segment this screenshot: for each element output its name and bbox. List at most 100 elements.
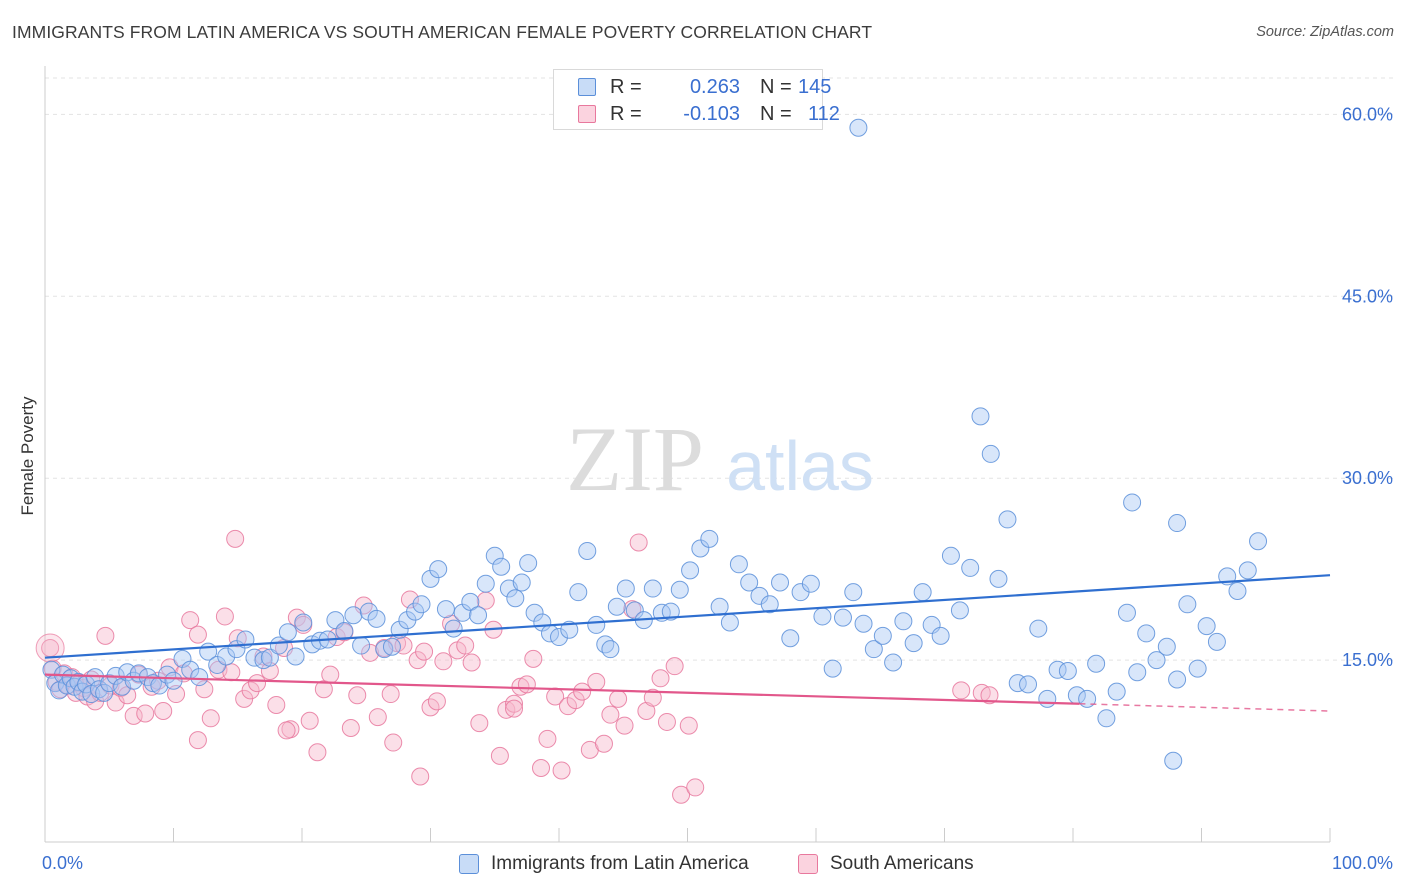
data-point [415, 642, 434, 661]
data-point [406, 602, 425, 621]
data-point [429, 560, 448, 579]
data-point [352, 636, 371, 655]
data-point [367, 609, 386, 628]
data-point [113, 677, 132, 696]
data-point [532, 759, 551, 778]
data-point [260, 662, 279, 681]
data-point [971, 407, 990, 426]
data-point [444, 619, 463, 638]
bottom-legend-blue: Immigrants from Latin America [459, 852, 749, 876]
data-point [1249, 532, 1268, 551]
data-point [412, 595, 431, 614]
data-point [106, 693, 125, 712]
data-point [241, 681, 260, 700]
y-tick-label: 30.0% [1342, 468, 1393, 488]
data-point [260, 648, 279, 667]
trend-lines [44, 574, 1331, 712]
correlation-legend: R = 0.263 N = 145 R = -0.103 N = 112 [553, 69, 840, 130]
data-point [361, 643, 380, 662]
trend-line-extension [1079, 703, 1331, 712]
data-point [485, 546, 504, 565]
y-axis-label: Female Poverty [18, 396, 37, 516]
trend-line [44, 574, 1331, 659]
data-point [217, 647, 236, 666]
data-point [300, 711, 319, 730]
data-point [854, 614, 873, 633]
data-point [43, 659, 62, 678]
data-point [864, 640, 883, 659]
data-point [729, 555, 748, 574]
data-point-large [35, 633, 65, 663]
legend-r-label: R = [610, 102, 642, 125]
data-point [670, 580, 689, 599]
data-point [823, 659, 842, 678]
data-point [913, 583, 932, 602]
data-point [1157, 637, 1176, 656]
data-point [569, 583, 588, 602]
data-point [517, 675, 536, 694]
axes [44, 66, 1331, 843]
legend-n-label: N = [760, 102, 792, 125]
data-point [519, 554, 538, 573]
data-point [434, 652, 453, 671]
data-point [1087, 654, 1106, 673]
data-point [411, 767, 430, 786]
data-point [657, 712, 676, 731]
data-point [294, 613, 313, 632]
data-point [226, 529, 245, 548]
x-tick-label-min: 0.0% [42, 853, 83, 873]
data-point [1029, 619, 1048, 638]
data-point [456, 636, 475, 655]
data-point [359, 602, 378, 621]
legend-row-blue: R = 0.263 N = 145 [578, 76, 831, 98]
data-point [643, 688, 662, 707]
data-point [476, 574, 495, 593]
data-point [1238, 561, 1257, 580]
data-point [427, 692, 446, 711]
data-point [560, 620, 579, 639]
data-point [578, 541, 597, 560]
data-point [643, 579, 662, 598]
data-point [124, 706, 143, 725]
data-point [136, 704, 155, 723]
data-point [492, 557, 511, 576]
data-point [672, 785, 691, 804]
bottom-legend-pink: South Americans [798, 852, 974, 876]
legend-r-label: R = [610, 75, 642, 98]
data-point [873, 626, 892, 645]
data-point [981, 444, 1000, 463]
data-point [1107, 682, 1126, 701]
data-point [1147, 651, 1166, 670]
data-point [190, 668, 209, 687]
data-point [665, 657, 684, 676]
legend-row-pink: R = -0.103 N = 112 [578, 103, 840, 125]
data-point [469, 606, 488, 625]
data-point [286, 647, 305, 666]
data-point [470, 714, 489, 733]
data-point [201, 709, 220, 728]
x-tick-label-max: 100.0% [1332, 853, 1393, 873]
data-point [335, 621, 354, 640]
data-point [381, 685, 400, 704]
watermark-zip: ZIP [566, 408, 704, 510]
data-point [601, 705, 620, 724]
data-point [550, 628, 568, 647]
data-point [195, 680, 214, 699]
y-tick-label: 15.0% [1342, 650, 1393, 670]
data-point [952, 681, 971, 700]
data-point [661, 602, 680, 621]
data-point [181, 611, 200, 630]
data-point [344, 606, 363, 625]
data-point [512, 573, 531, 592]
data-point [505, 694, 524, 713]
data-point [1123, 493, 1142, 512]
data-point [720, 613, 739, 632]
data-point [1228, 581, 1247, 600]
data-point [781, 629, 800, 648]
data-point [989, 569, 1008, 588]
data-point [89, 680, 108, 699]
bottom-legend-swatch-blue [459, 854, 479, 874]
source-label: Source: ZipAtlas.com [1256, 24, 1394, 40]
data-point [1038, 689, 1057, 708]
